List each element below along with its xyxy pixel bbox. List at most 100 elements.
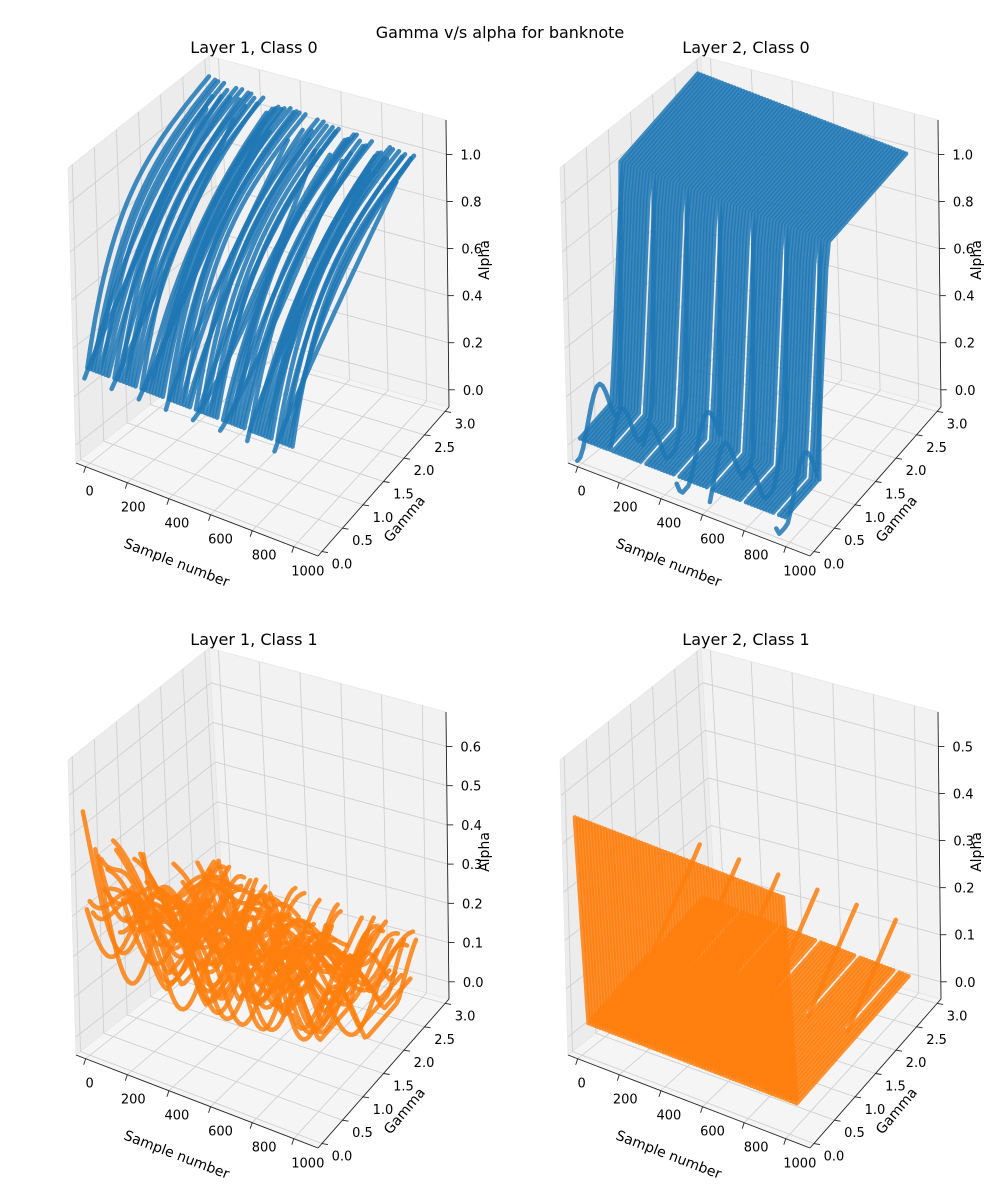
- x-tick-mark: [291, 546, 295, 553]
- z-tick-label: 0.0: [955, 976, 976, 991]
- x-tick-label: 800: [252, 1141, 277, 1156]
- y-grid-line: [138, 703, 384, 1074]
- data-curve: [166, 106, 293, 402]
- y-tick-mark: [875, 1073, 882, 1075]
- y-tick-label: 0.0: [332, 1150, 353, 1165]
- x-axis-line: [567, 462, 811, 557]
- x-tick-mark: [741, 1122, 745, 1129]
- y-tick-mark: [936, 411, 944, 413]
- data-curve: [776, 149, 903, 518]
- z-axis-label: Alpha: [969, 240, 985, 280]
- y-grid-line: [563, 164, 815, 552]
- data-curve: [761, 143, 888, 512]
- x-tick-mark: [208, 514, 211, 521]
- x-tick-label: 200: [613, 501, 638, 516]
- y-tick-label: 1.5: [885, 1080, 906, 1095]
- x-grid-line: [251, 694, 389, 1124]
- data-curve: [777, 894, 908, 1105]
- data-curve: [275, 148, 402, 444]
- y-grid-line: [563, 756, 815, 1144]
- data-curve: [583, 74, 710, 443]
- y-tick-mark: [895, 1049, 903, 1052]
- data-curve: [725, 129, 851, 498]
- y-tick-mark: [383, 481, 390, 483]
- data-curve: [752, 139, 879, 508]
- data-curve: [692, 116, 818, 485]
- x-tick-mark: [616, 482, 620, 489]
- data-curve: [290, 153, 417, 449]
- x-tick-mark: [658, 1090, 662, 1097]
- y-tick-label: 2.5: [926, 1033, 947, 1048]
- y-grid-line: [93, 739, 343, 1121]
- data-curve: [175, 110, 302, 405]
- data-curve: [103, 87, 230, 378]
- y-tick-mark: [854, 504, 862, 507]
- data-curve: [737, 133, 864, 503]
- y-tick-label: 1.0: [865, 1103, 886, 1118]
- y-tick-mark: [383, 1073, 390, 1075]
- y-tick-label: 1.0: [373, 1103, 394, 1118]
- data-curve: [707, 122, 833, 505]
- data-curve: [580, 73, 707, 442]
- x-tick-mark: [83, 466, 87, 473]
- z-axis-line: [445, 119, 450, 408]
- x-tick-label: 800: [744, 549, 769, 564]
- z-tick-label: 0.2: [954, 882, 975, 897]
- y-tick-label: 1.5: [885, 488, 906, 503]
- z-grid-line: [560, 682, 939, 796]
- x-tick-label: 400: [165, 517, 190, 532]
- y-tick-label: 2.5: [926, 441, 947, 456]
- z-tick-label: 0.6: [953, 243, 974, 258]
- data-series: [575, 71, 909, 536]
- x-tick-mark: [208, 1106, 211, 1113]
- data-curve: [710, 123, 836, 492]
- x-tick-mark: [783, 1138, 787, 1145]
- x-tick-label: 200: [121, 1093, 146, 1108]
- y-grid-line: [71, 756, 323, 1144]
- x-tick-label: 0: [86, 1077, 94, 1092]
- z-axis-label: Alpha: [969, 832, 985, 872]
- x-tick-label: 600: [700, 1125, 725, 1140]
- data-curve: [704, 121, 830, 490]
- x-tick-label: 1000: [291, 1157, 324, 1172]
- y-tick-mark: [424, 1026, 431, 1029]
- z-tick-label: 0.0: [463, 976, 484, 991]
- data-curve: [617, 87, 743, 456]
- data-curve: [247, 139, 375, 433]
- data-curve: [629, 92, 755, 461]
- y-tick-label: 3.0: [947, 1009, 968, 1024]
- data-curve: [181, 112, 308, 408]
- y-tick-label: 0.5: [844, 534, 865, 549]
- data-curve: [647, 99, 773, 468]
- x-tick-mark: [124, 1074, 128, 1081]
- data-curve: [665, 106, 791, 475]
- data-curve: [780, 895, 911, 1106]
- data-curve: [614, 86, 740, 455]
- y-tick-label: 2.0: [414, 464, 435, 479]
- x-axis-line: [75, 462, 319, 557]
- z-tick-label: 0.4: [954, 290, 975, 305]
- x-grid-line: [293, 705, 428, 1140]
- data-curve: [112, 85, 239, 381]
- z-tick-label: 0.3: [953, 835, 974, 850]
- data-curve: [719, 127, 845, 496]
- data-curve: [774, 147, 900, 536]
- data-curve: [595, 79, 722, 448]
- data-curve: [716, 125, 842, 494]
- y-grid-line: [115, 721, 364, 1098]
- z-tick-label: 0.4: [953, 788, 974, 803]
- z-tick-label: 0.6: [461, 243, 482, 258]
- data-curve: [604, 82, 731, 452]
- data-curve: [662, 104, 788, 474]
- z-tick-label: 0.4: [462, 290, 483, 305]
- data-curve: [281, 152, 408, 446]
- z-tick-label: 0.8: [953, 196, 974, 211]
- y-tick-label: 1.0: [373, 511, 394, 526]
- y-grid-line: [93, 147, 343, 529]
- data-curve: [266, 145, 393, 440]
- y-tick-mark: [936, 1003, 944, 1005]
- y-tick-label: 1.5: [393, 1080, 414, 1095]
- z-grid-line: [70, 761, 448, 877]
- x-tick-label: 0: [578, 485, 586, 500]
- subplot-title: Layer 2, Class 1: [682, 630, 809, 649]
